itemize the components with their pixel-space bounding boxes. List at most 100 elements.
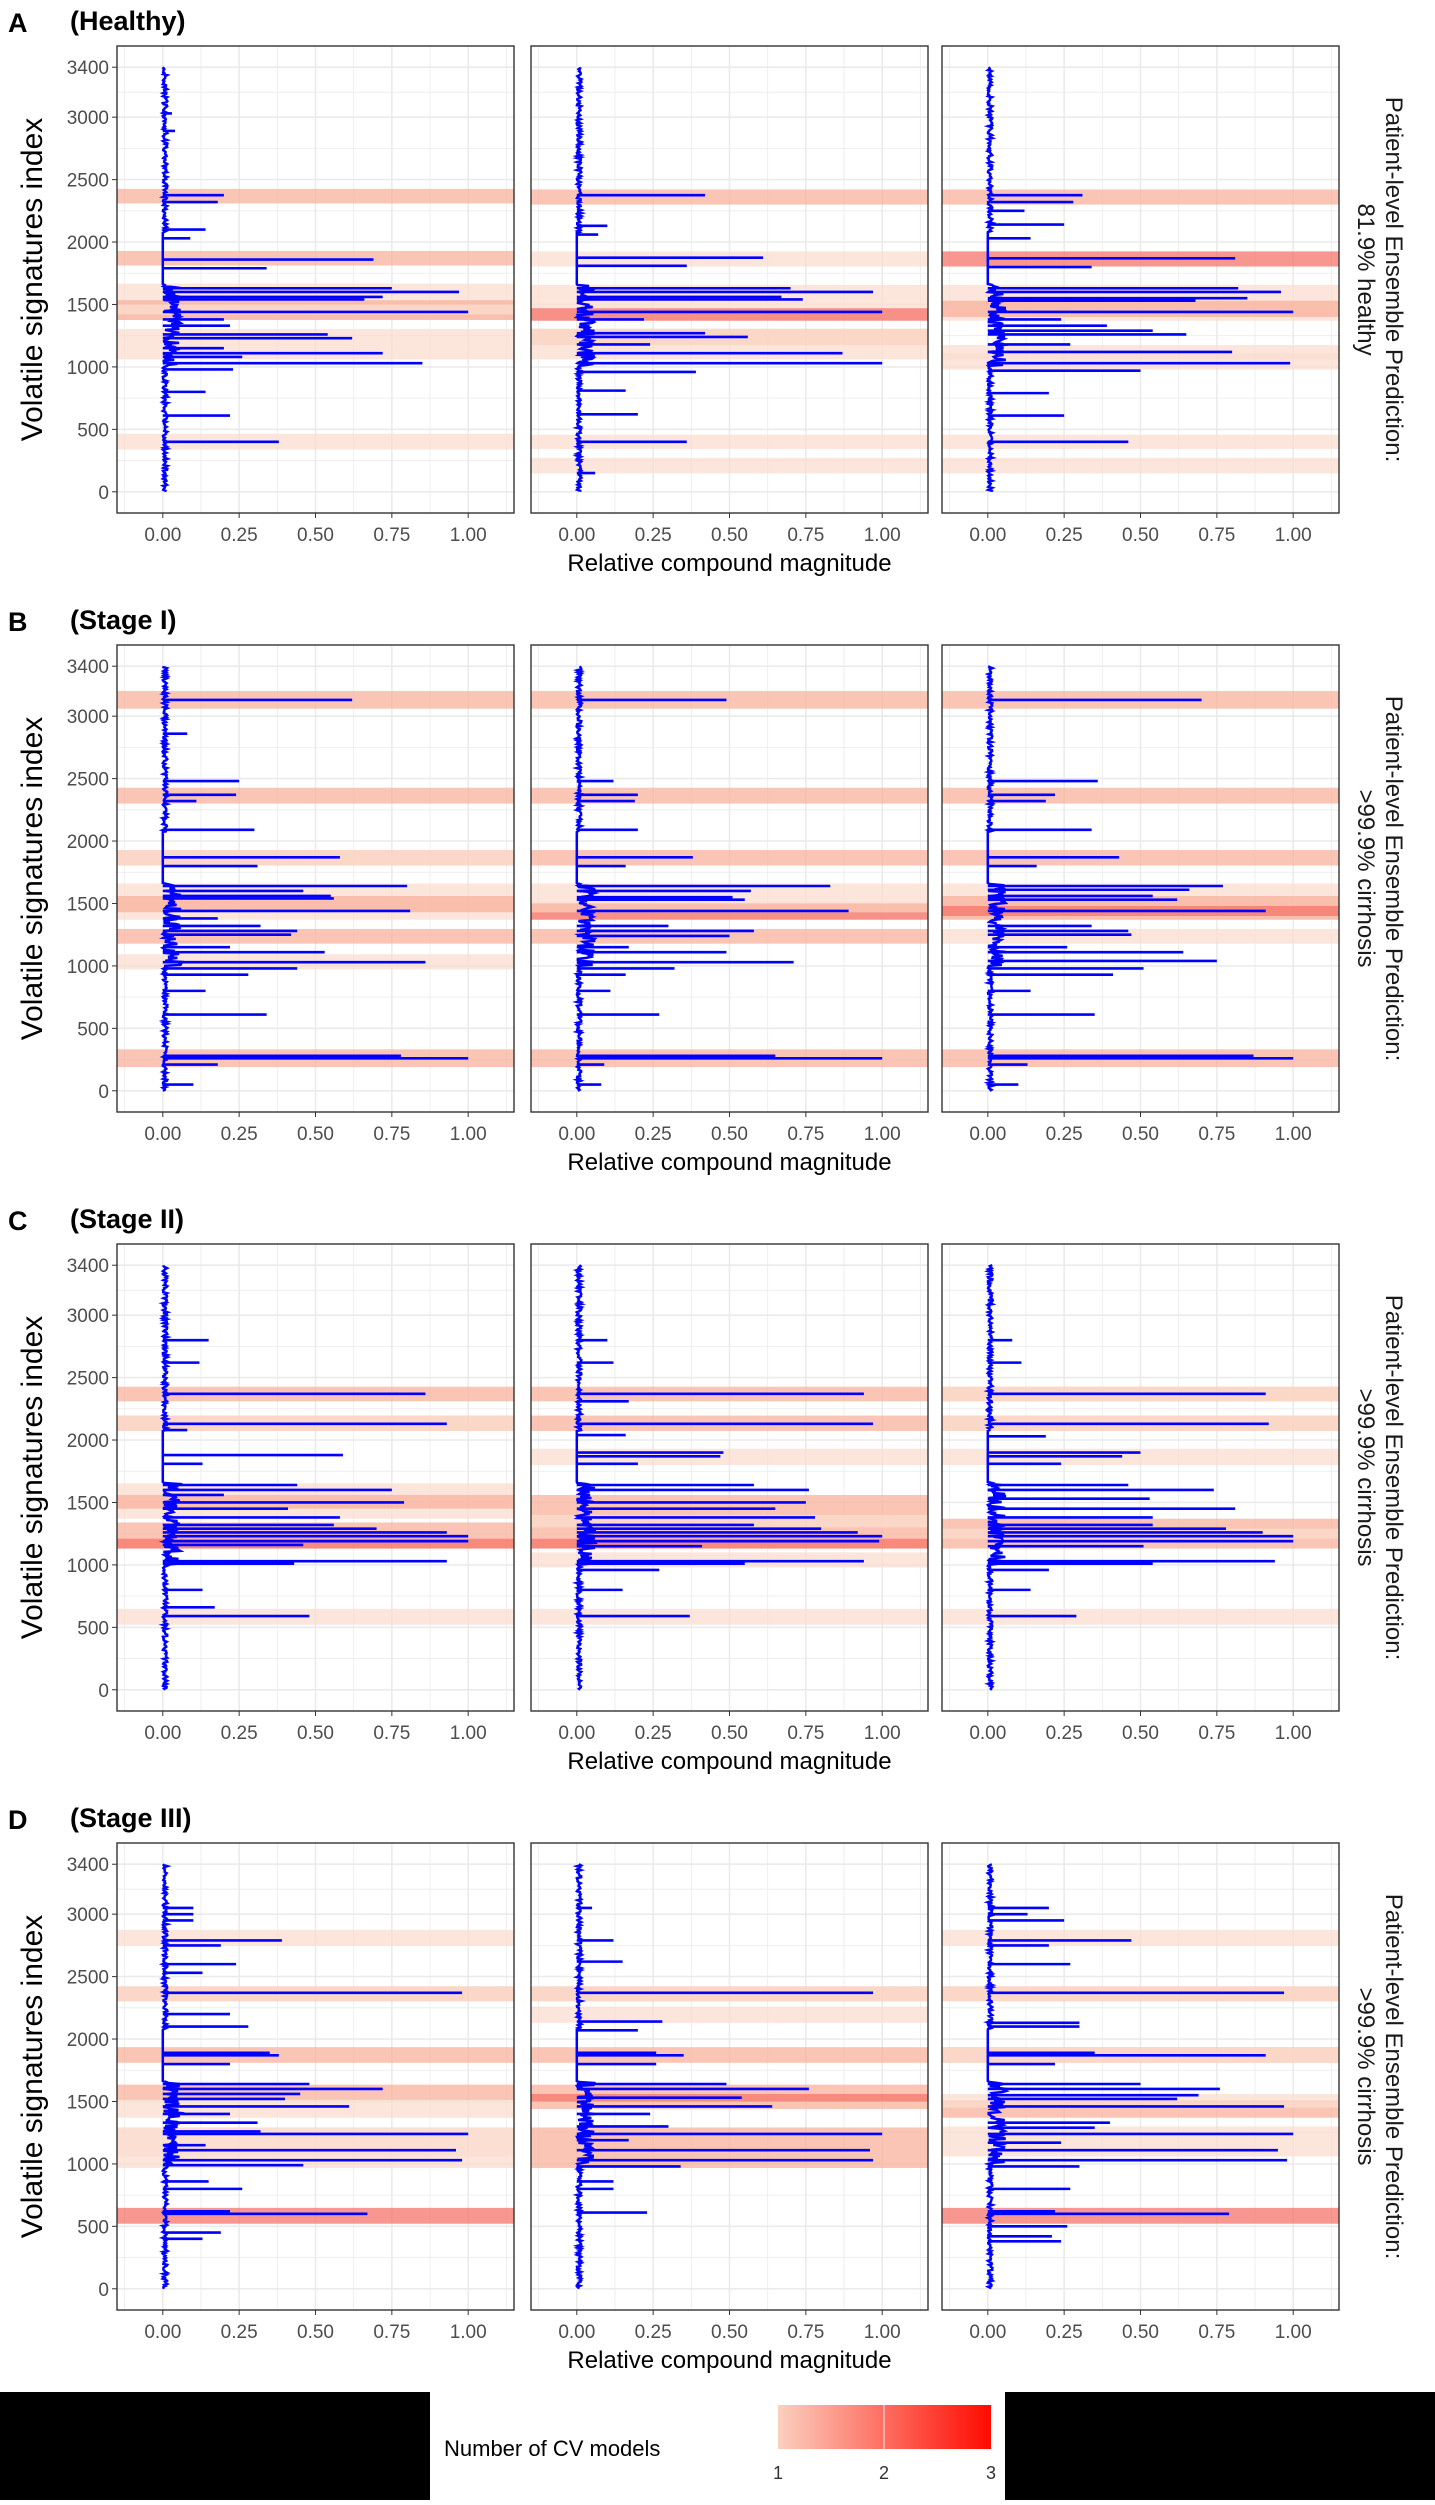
x-tick-label: 0.50 — [711, 1723, 748, 1744]
x-tick-label: 1.00 — [450, 1723, 487, 1744]
signal-trace — [158, 1863, 185, 2290]
y-tick-label: 0 — [98, 1082, 109, 1103]
legend-title: Number of CV models — [444, 2436, 660, 2461]
x-tick-label: 0.25 — [221, 2322, 258, 2343]
panel: 0.00 0.25 0.50 0.75 1.00 — [941, 1842, 1340, 2343]
signal-trace — [572, 665, 600, 1092]
x-tick-label: 0.25 — [221, 1124, 258, 1145]
y-tick-label: 3400 — [67, 58, 109, 79]
y-tick-label: 3000 — [67, 707, 109, 728]
y-tick-label: 1500 — [67, 894, 109, 915]
strip-label-line1: Patient-level Ensemble Prediction: — [1380, 1894, 1407, 2260]
x-tick-label: 0.50 — [297, 525, 334, 546]
panel: 0.00 0.25 0.50 0.75 1.00 — [530, 1243, 929, 1744]
y-tick-label: 500 — [77, 420, 109, 441]
signal-trace — [983, 1863, 1011, 2290]
cv-model-band — [942, 787, 1339, 804]
x-tick-label: 0.50 — [711, 1124, 748, 1145]
y-tick-label: 1000 — [67, 957, 109, 978]
cv-model-band — [531, 434, 928, 449]
x-axis-title: Relative compound magnitude — [567, 2347, 891, 2374]
cv-model-band — [117, 1608, 514, 1625]
cv-model-band — [117, 304, 514, 315]
y-tick-label: 1500 — [67, 1493, 109, 1514]
cv-model-band — [117, 2047, 514, 2063]
cv-model-band — [531, 457, 928, 474]
y-axis-title: Volatile signatures index — [16, 717, 49, 1041]
panel-letter: C — [8, 1206, 28, 1236]
panel: 0.00 0.25 0.50 0.75 1.00 — [530, 45, 929, 546]
x-tick-label: 1.00 — [864, 1124, 901, 1145]
x-tick-label: 0.00 — [144, 1723, 181, 1744]
legend-tick-label: 3 — [986, 2463, 996, 2483]
cv-model-band — [117, 188, 514, 204]
y-tick-label: 500 — [77, 1019, 109, 1040]
panel: 0.00 0.25 0.50 0.75 1.00 0 500 1000 1500 2000 2500… — [67, 1243, 515, 1744]
x-tick-label: 0.00 — [558, 2322, 595, 2343]
row-c: C (Stage II) Volatile signatures index Pati… — [8, 1204, 1407, 1775]
strip-label-line2: 81.9% healthy — [1352, 203, 1379, 355]
cv-model-band — [117, 1538, 514, 1549]
x-tick-label: 0.00 — [558, 525, 595, 546]
x-tick-label: 1.00 — [864, 1723, 901, 1744]
cv-model-band — [531, 2047, 928, 2063]
cv-model-band — [942, 928, 1339, 944]
signal-trace — [158, 665, 185, 1092]
panel: 0.00 0.25 0.50 0.75 1.00 0 500 1000 1500 2000 2500… — [67, 1842, 515, 2343]
x-tick-label: 0.00 — [144, 1124, 181, 1145]
panel: 0.00 0.25 0.50 0.75 1.00 — [941, 644, 1340, 1145]
y-tick-label: 0 — [98, 483, 109, 504]
x-tick-label: 0.50 — [1122, 1723, 1159, 1744]
cv-model-band — [531, 1608, 928, 1625]
cv-model-band — [531, 903, 928, 913]
row-title: (Stage II) — [70, 1204, 184, 1234]
x-tick-label: 0.50 — [1122, 525, 1159, 546]
x-tick-label: 0.75 — [373, 2322, 410, 2343]
x-tick-label: 0.75 — [1198, 1124, 1235, 1145]
panel: 0.00 0.25 0.50 0.75 1.00 0 500 1000 1500 2000 2500… — [67, 644, 515, 1145]
cv-model-band — [117, 250, 514, 266]
y-tick-label: 1500 — [67, 2092, 109, 2113]
y-tick-label: 0 — [98, 1681, 109, 1702]
cv-model-band — [942, 850, 1339, 866]
row-title: (Healthy) — [70, 6, 186, 36]
x-tick-label: 0.25 — [1046, 2322, 1083, 2343]
legend-mask-right — [1005, 2392, 1435, 2500]
cv-model-band — [531, 850, 928, 866]
cv-model-band — [531, 691, 928, 709]
y-axis-title: Volatile signatures index — [16, 1915, 49, 2239]
y-tick-label: 1000 — [67, 2155, 109, 2176]
x-axis-title: Relative compound magnitude — [567, 1149, 891, 1176]
x-tick-label: 0.00 — [969, 1723, 1006, 1744]
signal-trace — [983, 66, 1009, 493]
x-tick-label: 0.50 — [711, 2322, 748, 2343]
x-tick-label: 0.00 — [969, 2322, 1006, 2343]
cv-model-band — [117, 787, 514, 804]
panel: 0.00 0.25 0.50 0.75 1.00 — [941, 1243, 1340, 1744]
y-tick-label: 1500 — [67, 295, 109, 316]
panel-letter: B — [8, 607, 28, 637]
x-tick-label: 0.25 — [1046, 1124, 1083, 1145]
row-d: D (Stage III) Volatile signatures index Pat… — [8, 1803, 1407, 2374]
x-tick-label: 0.50 — [297, 2322, 334, 2343]
cv-model-band — [531, 2006, 928, 2023]
x-tick-label: 1.00 — [1275, 1124, 1312, 1145]
cv-model-band — [942, 434, 1339, 449]
x-tick-label: 0.75 — [1198, 1723, 1235, 1744]
y-tick-label: 500 — [77, 2217, 109, 2238]
cv-model-band — [531, 251, 928, 267]
x-tick-label: 0.00 — [969, 1124, 1006, 1145]
cv-model-band — [531, 1538, 928, 1549]
x-tick-label: 0.25 — [221, 525, 258, 546]
legend-mask-left — [0, 2392, 430, 2500]
y-tick-label: 1000 — [67, 358, 109, 379]
x-tick-label: 1.00 — [1275, 1723, 1312, 1744]
y-tick-label: 0 — [98, 2280, 109, 2301]
signal-trace — [159, 66, 185, 493]
y-axis-title: Volatile signatures index — [16, 118, 49, 442]
signal-trace — [983, 1264, 1007, 1691]
cv-model-band — [531, 787, 928, 804]
x-tick-label: 0.50 — [1122, 2322, 1159, 2343]
y-axis-title: Volatile signatures index — [16, 1316, 49, 1640]
